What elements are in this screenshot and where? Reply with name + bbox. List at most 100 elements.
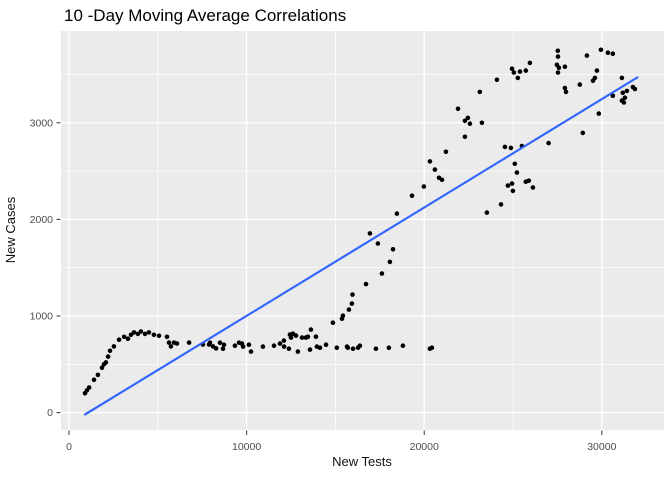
scatter-point (517, 69, 523, 74)
scatter-point (505, 183, 511, 188)
scatter-point (510, 188, 516, 194)
scatter-point (432, 167, 438, 172)
panel-background (61, 31, 664, 430)
scatter-point (610, 51, 616, 56)
scatter-point (619, 75, 625, 81)
scatter-point (594, 68, 600, 73)
scatter-point (484, 210, 490, 215)
scatter-point (409, 193, 415, 198)
scatter-point (340, 313, 346, 319)
scatter-point (103, 360, 109, 365)
scatter-point (295, 349, 301, 354)
scatter-point (515, 75, 521, 81)
scatter-point (511, 70, 517, 75)
scatter-point (477, 89, 483, 95)
scatter-point (580, 130, 586, 136)
scatter-point (512, 161, 518, 167)
scatter-point (156, 333, 162, 339)
scatter-point (632, 86, 638, 92)
scatter-point (394, 211, 400, 216)
scatter-point (598, 47, 604, 53)
scatter-point (455, 106, 461, 112)
scatter-point (620, 90, 626, 96)
scatter-point (346, 307, 352, 312)
scatter-point (379, 271, 385, 276)
scatter-point (317, 345, 323, 351)
y-tick-label: 1000 (30, 311, 54, 323)
scatter-point (293, 333, 299, 338)
scatter-point (562, 64, 568, 69)
scatter-point (592, 75, 598, 81)
scatter-point (373, 346, 379, 352)
x-axis-label: New Tests (332, 454, 392, 469)
scatter-point (146, 330, 152, 335)
scatter-point (111, 344, 117, 349)
y-axis-label: New Cases (3, 196, 18, 263)
scatter-point (429, 345, 435, 351)
y-tick-label: 0 (47, 407, 53, 419)
x-tick-label: 0 (66, 441, 72, 453)
scatter-point (307, 347, 313, 352)
scatter-point (610, 93, 616, 98)
scatter-point (213, 346, 219, 351)
scatter-point (277, 341, 283, 346)
scatter-point (91, 377, 97, 383)
x-tick-label: 30000 (587, 441, 616, 453)
scatter-point (305, 334, 311, 340)
scatter-point (323, 342, 329, 348)
scatter-point (498, 202, 504, 207)
scatter-point (624, 88, 630, 94)
scatter-point (260, 344, 266, 349)
scatter-point (299, 335, 305, 340)
scatter-point (166, 340, 172, 345)
scatter-point (400, 343, 406, 349)
scatter-point (502, 144, 508, 150)
scatter-point (349, 301, 355, 306)
scatter-point (121, 334, 127, 340)
scatter-point (138, 329, 144, 334)
scatter-point (596, 111, 602, 116)
scatter-point (514, 170, 520, 175)
scatter-point (131, 330, 137, 335)
scatter-point (584, 53, 590, 58)
scatter-point (546, 140, 551, 146)
scatter-point (509, 181, 515, 186)
scatter-point (116, 337, 122, 343)
regression-line (83, 76, 639, 416)
scatter-point (494, 77, 500, 83)
scatter-point (357, 343, 363, 349)
scatter-point (240, 344, 246, 349)
scatter-point (526, 178, 532, 183)
scatter-point (523, 68, 529, 73)
x-tick-label: 20000 (410, 441, 439, 453)
scatter-point (248, 349, 254, 354)
scatter-point (221, 342, 227, 348)
scatter-point (555, 54, 561, 59)
scatter-point (86, 385, 92, 390)
scatter-point (95, 372, 101, 378)
scatter-point (605, 50, 611, 55)
scatter-point (164, 334, 170, 340)
scatter-point (217, 340, 223, 346)
scatter-point (125, 336, 131, 342)
scatter-point (107, 348, 113, 354)
scatter-point (508, 145, 514, 151)
scatter-point (555, 48, 561, 54)
scatter-point (334, 345, 340, 351)
scatter-point (443, 149, 449, 155)
scatter-point (286, 346, 292, 352)
scatter-point (621, 100, 627, 105)
scatter-point (232, 343, 238, 349)
scatter-point (313, 334, 319, 340)
scatter-point (421, 184, 427, 189)
scatter-point (479, 120, 485, 126)
scatter-point (207, 340, 213, 346)
scatter-point (220, 346, 226, 352)
scatter-point (577, 82, 583, 87)
scatter-point (174, 341, 180, 346)
scatter-point (467, 121, 473, 126)
scatter-point (462, 118, 468, 124)
scatter-point (622, 95, 628, 100)
scatter-point (367, 231, 373, 236)
